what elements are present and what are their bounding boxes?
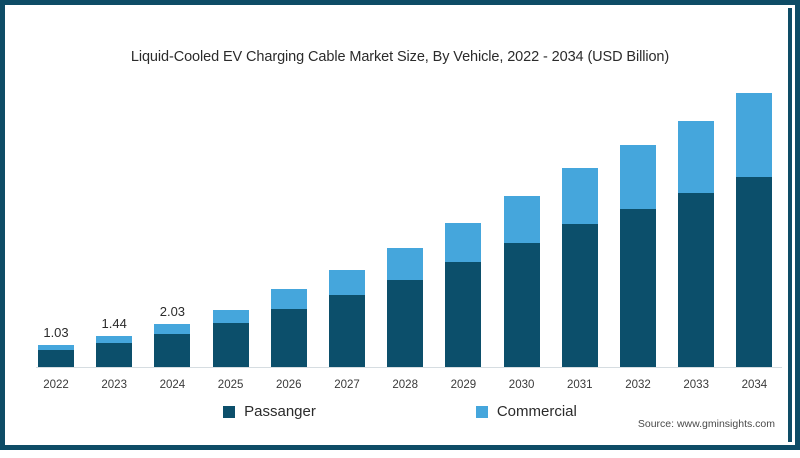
- bar-segment-passenger[interactable]: [445, 261, 482, 367]
- legend-label-passenger: Passanger: [244, 403, 316, 420]
- x-axis-tick-label: 2028: [392, 379, 418, 391]
- bar-segment-passenger[interactable]: [329, 295, 365, 367]
- bar-segment-commercial[interactable]: [503, 195, 540, 243]
- bar-group[interactable]: 2.03: [154, 304, 191, 367]
- x-axis-tick-label: 2032: [625, 379, 651, 391]
- bar-segment-commercial[interactable]: [678, 120, 715, 193]
- bar-segment-commercial[interactable]: [154, 323, 191, 334]
- bar-segment-passenger[interactable]: [270, 308, 307, 367]
- bar-segment-passenger[interactable]: [38, 349, 74, 367]
- bar-value-label: 2.03: [159, 303, 186, 319]
- x-axis-tick-label: 2031: [567, 379, 593, 391]
- bar-segment-passenger[interactable]: [154, 333, 191, 367]
- bar-group[interactable]: [445, 222, 482, 367]
- chart-legend: Passanger Commercial: [8, 403, 792, 420]
- source-attribution: Source: www.gminsights.com: [637, 418, 775, 430]
- bar-segment-commercial[interactable]: [212, 309, 249, 324]
- x-axis-tick-label: 2030: [508, 379, 535, 391]
- bar-segment-commercial[interactable]: [270, 289, 307, 309]
- legend-item-passenger[interactable]: Passanger: [223, 403, 316, 420]
- bar-segment-commercial[interactable]: [96, 336, 133, 344]
- bar-group[interactable]: 1.03: [38, 325, 74, 367]
- legend-label-commercial: Commercial: [496, 403, 577, 420]
- bar-segment-passenger[interactable]: [503, 242, 540, 367]
- x-axis-tick-label: 2029: [450, 379, 477, 391]
- bar-segment-passenger[interactable]: [561, 224, 598, 367]
- x-axis-tick-label: 2027: [334, 379, 360, 391]
- bar-segment-passenger[interactable]: [620, 208, 656, 367]
- bar-segment-passenger[interactable]: [678, 192, 715, 367]
- bar-group[interactable]: [736, 93, 773, 367]
- bar-group[interactable]: [503, 195, 540, 367]
- bar-group[interactable]: 1.44: [96, 316, 133, 367]
- bar-value-label: 1.03: [43, 325, 69, 341]
- x-axis-tick-label: 2023: [101, 379, 127, 391]
- right-edge-accent: [788, 8, 792, 442]
- bar-segment-passenger[interactable]: [736, 176, 773, 367]
- x-axis-tick-label: 2025: [217, 379, 244, 391]
- bar-group[interactable]: [329, 270, 365, 367]
- bar-group[interactable]: [678, 120, 715, 367]
- bar-segment-commercial[interactable]: [620, 145, 656, 209]
- x-axis-tick-label: 2024: [159, 379, 186, 391]
- legend-swatch-commercial-icon: [475, 405, 488, 418]
- bar-segment-passenger[interactable]: [387, 279, 424, 367]
- bar-value-label: 1.44: [101, 316, 127, 332]
- legend-item-commercial[interactable]: Commercial: [475, 403, 577, 420]
- bar-group[interactable]: [620, 145, 656, 367]
- x-axis-tick-label: 2022: [43, 379, 69, 391]
- bar-segment-commercial[interactable]: [736, 93, 773, 177]
- bar-group[interactable]: [561, 168, 598, 367]
- bar-segment-commercial[interactable]: [445, 222, 482, 262]
- page-title: Liquid-Cooled EV Charging Cable Market S…: [130, 49, 670, 65]
- bar-group[interactable]: [387, 247, 424, 367]
- bar-segment-commercial[interactable]: [38, 345, 74, 350]
- legend-swatch-passenger-icon: [223, 405, 236, 418]
- x-axis-tick-label: 2033: [683, 379, 709, 391]
- plot-area: 1.03 2022 1.44 2023 2.03 2024 2025 2026 2027 2028…: [8, 8, 800, 458]
- bar-segment-commercial[interactable]: [387, 247, 424, 280]
- x-axis-tick-label: 2026: [276, 379, 302, 391]
- bar-group[interactable]: [212, 309, 249, 367]
- bar-segment-commercial[interactable]: [329, 270, 365, 296]
- bar-segment-passenger[interactable]: [96, 343, 133, 367]
- chart-inner-panel: Liquid-Cooled EV Charging Cable Market S…: [5, 5, 795, 445]
- x-axis-tick-label: 2034: [741, 379, 768, 391]
- bar-segment-commercial[interactable]: [561, 168, 598, 225]
- bar-group[interactable]: [270, 289, 307, 367]
- bar-segment-passenger[interactable]: [212, 323, 249, 367]
- x-axis-line: [36, 367, 782, 368]
